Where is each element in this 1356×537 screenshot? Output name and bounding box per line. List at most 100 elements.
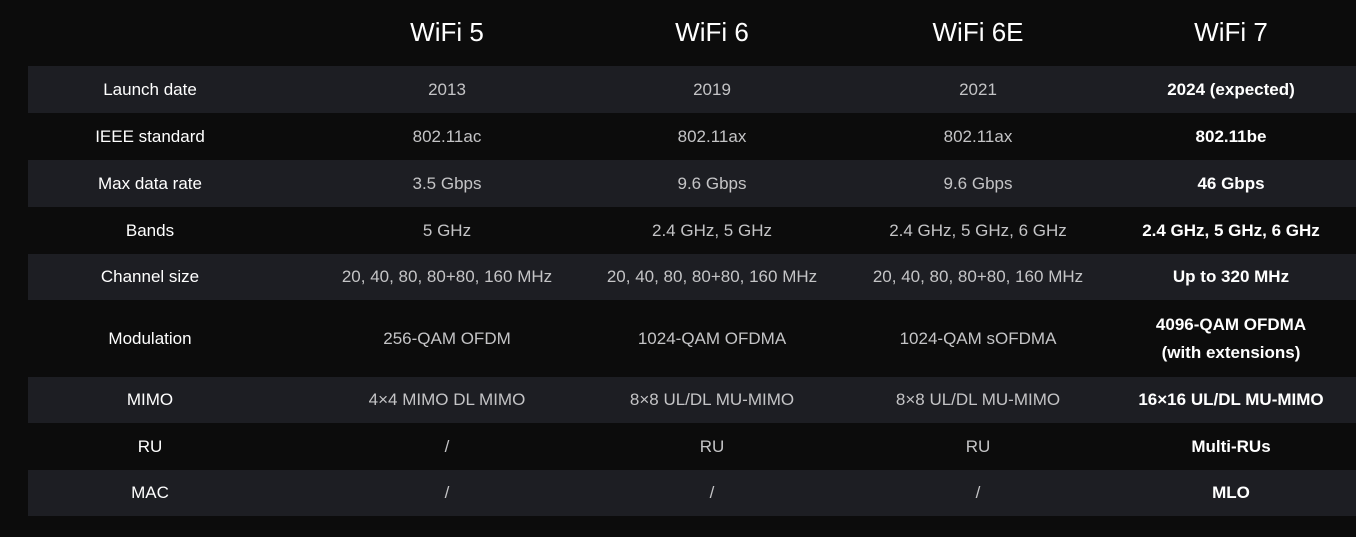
row-band — [28, 160, 1356, 207]
row-label: MAC — [10, 470, 290, 516]
row-label-text: Launch date — [103, 79, 197, 99]
cell-text: 5 GHz — [422, 220, 472, 240]
cell-text: 16×16 UL/DL MU-MIMO — [1138, 390, 1324, 409]
cell-text: 2.4 GHz, 5 GHz, 6 GHz — [889, 220, 1067, 240]
table-cell: / — [572, 470, 852, 516]
cell-text: 2021 — [959, 79, 997, 99]
table-cell: / — [307, 423, 587, 470]
column-title: WiFi 7 — [1194, 17, 1268, 47]
cell-text: 8×8 UL/DL MU-MIMO — [629, 390, 795, 409]
row-label: MIMO — [10, 377, 290, 423]
column-title: WiFi 5 — [410, 17, 484, 47]
row-label: Channel size — [10, 254, 290, 300]
cell-text: 2013 — [428, 79, 466, 99]
cell-text: 20, 40, 80, 80+80, 160 MHz — [606, 267, 818, 286]
cell-text: / — [975, 483, 981, 502]
table-cell: 2.4 GHz, 5 GHz, 6 GHz — [1091, 207, 1356, 254]
table-cell: 1024-QAM OFDMA — [572, 300, 852, 377]
cell-text: 256-QAM OFDM — [383, 328, 511, 348]
table-cell: MLO — [1091, 470, 1356, 516]
cell-text: 2019 — [693, 79, 731, 99]
row-band — [28, 377, 1356, 423]
row-label-text: IEEE standard — [95, 126, 205, 146]
row-label-text: MAC — [131, 483, 169, 502]
table-cell: 4096-QAM OFDMA (with extensions) — [1091, 300, 1356, 377]
table-cell: 20, 40, 80, 80+80, 160 MHz — [307, 254, 587, 300]
cell-text: 2.4 GHz, 5 GHz, 6 GHz — [1142, 220, 1320, 240]
row-label: Modulation — [10, 300, 290, 377]
cell-text: 1024-QAM OFDMA — [637, 328, 787, 348]
table-cell: 9.6 Gbps — [838, 160, 1118, 207]
row-label-text: MIMO — [126, 390, 174, 409]
table-cell: 2021 — [838, 66, 1118, 113]
table-cell: 4×4 MIMO DL MIMO — [307, 377, 587, 423]
row-label-text: RU — [137, 436, 163, 456]
table-cell: 46 Gbps — [1091, 160, 1356, 207]
table-cell: 2.4 GHz, 5 GHz — [572, 207, 852, 254]
table-cell: Up to 320 MHz — [1091, 254, 1356, 300]
cell-text: 8×8 UL/DL MU-MIMO — [895, 390, 1061, 409]
table-cell: / — [307, 470, 587, 516]
cell-line: (with extensions) — [1161, 342, 1301, 362]
cell-text: MLO — [1212, 483, 1250, 502]
table-cell: 802.11be — [1091, 113, 1356, 160]
cell-text: 802.11ax — [943, 126, 1013, 146]
table-cell: / — [838, 470, 1118, 516]
table-cell: RU — [838, 423, 1118, 470]
row-label-text: Max data rate — [98, 173, 202, 193]
cell-text: 9.6 Gbps — [943, 173, 1013, 193]
table-cell: 16×16 UL/DL MU-MIMO — [1091, 377, 1356, 423]
cell-text: 2.4 GHz, 5 GHz — [652, 220, 772, 240]
table-cell: 5 GHz — [307, 207, 587, 254]
row-label-text: Modulation — [108, 328, 192, 348]
table-cell: 8×8 UL/DL MU-MIMO — [838, 377, 1118, 423]
cell-text: 9.6 Gbps — [677, 173, 747, 193]
table-cell: Multi-RUs — [1091, 423, 1356, 470]
cell-line: 4096-QAM OFDMA — [1155, 314, 1307, 334]
cell-text: RU — [965, 436, 991, 456]
row-band — [28, 66, 1356, 113]
row-label-text: Bands — [125, 220, 175, 240]
cell-text: Up to 320 MHz — [1172, 267, 1290, 286]
cell-text: 802.11ac — [412, 126, 482, 146]
cell-text: 3.5 Gbps — [412, 173, 482, 193]
table-cell: 9.6 Gbps — [572, 160, 852, 207]
column-title: WiFi 6E — [932, 17, 1024, 47]
table-cell: 2013 — [307, 66, 587, 113]
table-cell: 2024 (expected) — [1091, 66, 1356, 113]
table-cell: 802.11ax — [572, 113, 852, 160]
row-label: Launch date — [10, 66, 290, 113]
cell-text: RU — [699, 436, 725, 456]
row-label: RU — [10, 423, 290, 470]
table-cell: 8×8 UL/DL MU-MIMO — [572, 377, 852, 423]
cell-text: Multi-RUs — [1191, 436, 1271, 456]
table-cell: 802.11ax — [838, 113, 1118, 160]
cell-text: 802.11ax — [677, 126, 747, 146]
row-label: Bands — [10, 207, 290, 254]
cell-text: 802.11be — [1195, 126, 1267, 146]
table-cell: 256-QAM OFDM — [307, 300, 587, 377]
table-cell: 3.5 Gbps — [307, 160, 587, 207]
cell-text: 1024-QAM sOFDMA — [899, 328, 1057, 348]
table-cell: 1024-QAM sOFDMA — [838, 300, 1118, 377]
column-header: WiFi 5 — [307, 0, 587, 64]
table-cell: 20, 40, 80, 80+80, 160 MHz — [838, 254, 1118, 300]
column-title: WiFi 6 — [675, 17, 749, 47]
cell-text: / — [709, 483, 715, 502]
row-band — [28, 470, 1356, 516]
table-cell: 2.4 GHz, 5 GHz, 6 GHz — [838, 207, 1118, 254]
cell-text: 4×4 MIMO DL MIMO — [368, 390, 526, 409]
cell-text: / — [444, 483, 450, 502]
table-cell: 20, 40, 80, 80+80, 160 MHz — [572, 254, 852, 300]
column-header: WiFi 7 — [1091, 0, 1356, 64]
column-header: WiFi 6 — [572, 0, 852, 64]
row-band — [28, 254, 1356, 300]
cell-text: / — [444, 436, 450, 456]
row-label: Max data rate — [10, 160, 290, 207]
row-label-text: Channel size — [100, 267, 200, 286]
table-cell: 2019 — [572, 66, 852, 113]
table-cell: RU — [572, 423, 852, 470]
cell-text: 20, 40, 80, 80+80, 160 MHz — [341, 267, 553, 286]
cell-text: 46 Gbps — [1197, 173, 1265, 193]
